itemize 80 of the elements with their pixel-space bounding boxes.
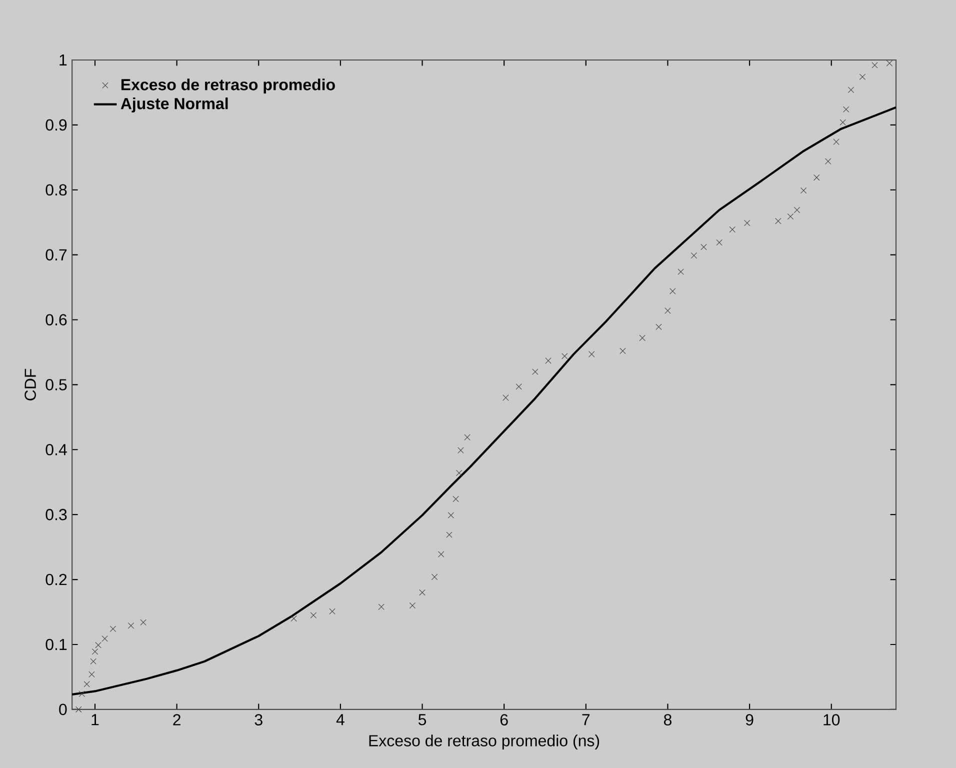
point <box>95 642 102 648</box>
y-axis-title: CDF <box>24 368 36 400</box>
y-tick-label: 0.1 <box>46 638 67 650</box>
point <box>102 635 108 642</box>
y-tick-label: 0.6 <box>46 314 67 326</box>
point <box>409 602 416 609</box>
point <box>502 394 509 401</box>
point <box>775 218 782 224</box>
point <box>458 447 464 454</box>
point <box>92 648 98 655</box>
point <box>456 470 462 476</box>
point <box>110 626 116 632</box>
x-tick-label: 9 <box>746 714 754 726</box>
point <box>814 174 820 181</box>
point <box>744 220 750 226</box>
point <box>452 496 459 502</box>
point <box>859 74 866 80</box>
point <box>840 119 846 126</box>
point <box>886 60 893 66</box>
x-tick-label: 10 <box>824 714 840 726</box>
point <box>310 612 317 618</box>
point <box>848 86 854 93</box>
y-tick-label: 1 <box>60 54 67 66</box>
point <box>378 604 384 610</box>
point <box>833 138 840 145</box>
point <box>656 324 662 330</box>
point <box>140 619 146 626</box>
y-tick-label: 0.3 <box>46 508 67 520</box>
point <box>448 512 454 518</box>
point <box>562 352 568 360</box>
point <box>438 551 444 558</box>
x-tick-label: 5 <box>418 714 426 726</box>
point <box>329 608 336 614</box>
y-tick-label: 0 <box>59 704 67 715</box>
point <box>419 589 426 596</box>
point <box>800 187 807 194</box>
point <box>78 690 85 697</box>
y-tick-label: 0.4 <box>46 444 67 456</box>
legend-label: Ajuste Normal <box>120 97 228 112</box>
point <box>787 213 794 220</box>
point <box>516 383 522 390</box>
point <box>532 368 538 375</box>
y-tick-label: 0.9 <box>46 119 67 130</box>
point <box>664 307 671 314</box>
point <box>88 671 95 678</box>
point <box>872 62 878 68</box>
point <box>716 239 722 246</box>
point <box>690 252 698 258</box>
point <box>794 206 800 214</box>
x-tick-label: 4 <box>336 714 344 726</box>
point <box>729 226 736 232</box>
x-tick-label: 7 <box>582 714 590 726</box>
x-tick-label: 6 <box>500 714 508 726</box>
y-tick-label: 0.2 <box>46 574 67 586</box>
x-tick-label: 8 <box>664 714 672 726</box>
point <box>128 622 134 629</box>
point <box>431 574 438 580</box>
y-tick-label: 0.7 <box>46 249 67 260</box>
point <box>84 680 90 688</box>
point <box>90 658 96 664</box>
point <box>446 532 452 538</box>
legend-label: Exceso de retraso promedio <box>121 78 335 94</box>
y-tick-label: 0.5 <box>46 378 67 390</box>
x-axis-title: Exceso de retraso promedio (ns) <box>369 734 600 750</box>
x-tick-label: 3 <box>254 714 262 726</box>
point <box>825 158 832 164</box>
point <box>639 334 646 341</box>
point <box>545 357 552 364</box>
point <box>700 244 707 250</box>
point <box>843 106 850 112</box>
point <box>76 706 82 712</box>
x-tick-label: 2 <box>173 714 180 726</box>
point <box>620 348 626 354</box>
point <box>290 615 297 622</box>
point <box>670 288 676 294</box>
y-tick-label: 0.8 <box>46 184 67 196</box>
point <box>464 434 470 440</box>
point <box>588 350 595 358</box>
point <box>678 268 684 275</box>
x-tick-label: 1 <box>92 714 99 726</box>
